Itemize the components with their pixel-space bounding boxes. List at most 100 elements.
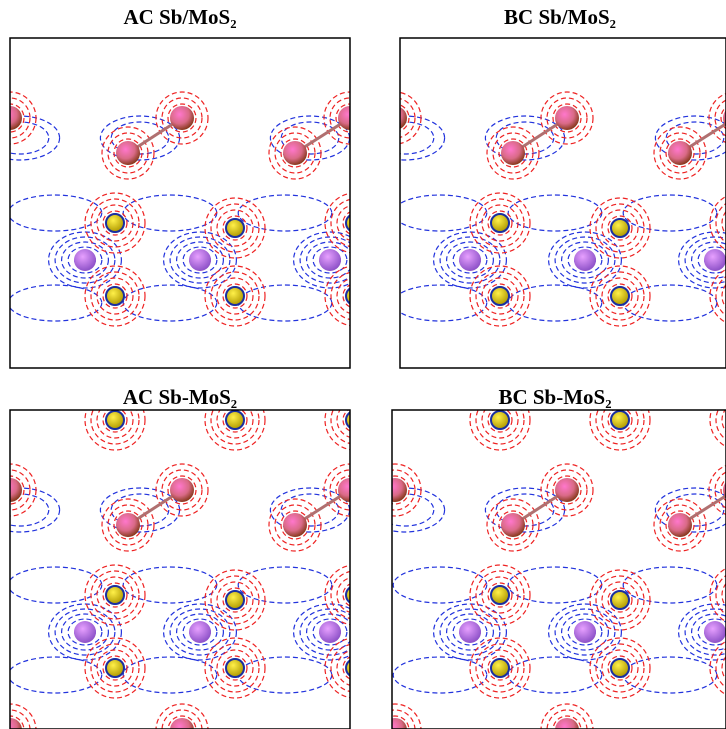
mo-atom — [74, 621, 96, 643]
contour — [716, 272, 726, 320]
sb-atom — [383, 106, 407, 130]
sb-atom — [283, 141, 307, 165]
panel-frame — [10, 410, 350, 729]
mo-atom — [189, 249, 211, 271]
s-atom — [226, 287, 244, 305]
contour — [376, 122, 434, 154]
contour — [716, 396, 726, 444]
sb-atom — [170, 718, 194, 729]
sb-atom — [383, 718, 407, 729]
mo-atom — [319, 621, 341, 643]
contour — [331, 571, 379, 619]
s-atom — [106, 287, 124, 305]
s-atom — [106, 586, 124, 604]
contour — [376, 494, 434, 526]
s-atom — [226, 659, 244, 677]
s-atom — [611, 219, 629, 237]
contour — [508, 285, 602, 321]
contour — [393, 567, 487, 603]
sb-atom — [170, 478, 194, 502]
s-atom — [346, 214, 364, 232]
contour — [337, 402, 373, 438]
sb-atom — [116, 513, 140, 537]
contour — [8, 567, 102, 603]
contour — [238, 567, 332, 603]
mo-atom — [574, 621, 596, 643]
mo-atom — [459, 621, 481, 643]
contour — [623, 567, 717, 603]
contour — [325, 638, 385, 698]
density-plot — [0, 390, 385, 729]
contour — [716, 571, 726, 619]
s-atom — [346, 659, 364, 677]
s-atom — [611, 287, 629, 305]
sb-atom — [501, 141, 525, 165]
contour — [8, 195, 102, 231]
contour — [369, 92, 421, 144]
density-plot — [365, 92, 726, 326]
s-atom — [106, 659, 124, 677]
contour — [337, 577, 373, 613]
sb-atom — [555, 478, 579, 502]
s-atom — [226, 219, 244, 237]
s-atom — [491, 586, 509, 604]
s-atom — [226, 411, 244, 429]
panel-frame — [392, 410, 726, 729]
contour — [710, 390, 726, 450]
mo-atom — [319, 249, 341, 271]
contour — [710, 193, 726, 253]
contour — [325, 390, 385, 450]
s-atom — [226, 591, 244, 609]
contour — [716, 644, 726, 692]
panel-frame — [10, 38, 350, 368]
mo-atom — [704, 249, 726, 271]
contour — [0, 494, 49, 526]
contour — [393, 657, 487, 693]
contour — [331, 199, 379, 247]
s-atom — [611, 591, 629, 609]
sb-atom — [555, 106, 579, 130]
sb-atom — [0, 478, 22, 502]
mo-atom — [74, 249, 96, 271]
s-atom — [491, 411, 509, 429]
contour — [331, 272, 379, 320]
contour — [123, 657, 217, 693]
s-atom — [346, 287, 364, 305]
sb-atom — [0, 106, 22, 130]
contour — [325, 266, 385, 326]
sb-atom — [555, 718, 579, 729]
contour — [8, 285, 102, 321]
contour — [238, 195, 332, 231]
figure: AC Sb/MoS₂ BC Sb/MoS₂ AC Sb-MoS₂ BC Sb-M… — [0, 0, 726, 729]
s-atom — [491, 287, 509, 305]
contour — [8, 657, 102, 693]
panel-title: BC Sb-MoS₂ — [498, 385, 611, 409]
sb-atom — [283, 513, 307, 537]
s-atom — [611, 659, 629, 677]
contour — [337, 650, 373, 686]
contour — [393, 285, 487, 321]
contour — [337, 278, 373, 314]
contour — [710, 565, 726, 625]
s-atom — [611, 411, 629, 429]
panel-title: AC Sb/MoS₂ — [123, 5, 236, 29]
contour — [337, 205, 373, 241]
s-atom — [346, 411, 364, 429]
mo-atom — [459, 249, 481, 271]
s-atom — [491, 214, 509, 232]
density-plot — [365, 390, 726, 729]
sb-atom — [170, 106, 194, 130]
mo-atom — [189, 621, 211, 643]
panel-title: AC Sb-MoS₂ — [123, 385, 237, 409]
contour — [325, 193, 385, 253]
panel-title: BC Sb/MoS₂ — [504, 5, 616, 29]
mo-atom — [704, 621, 726, 643]
contour — [393, 195, 487, 231]
sb-atom — [668, 513, 692, 537]
s-atom — [106, 411, 124, 429]
s-atom — [491, 659, 509, 677]
s-atom — [106, 214, 124, 232]
density-plot — [0, 92, 385, 326]
contour — [508, 657, 602, 693]
sb-atom — [116, 141, 140, 165]
